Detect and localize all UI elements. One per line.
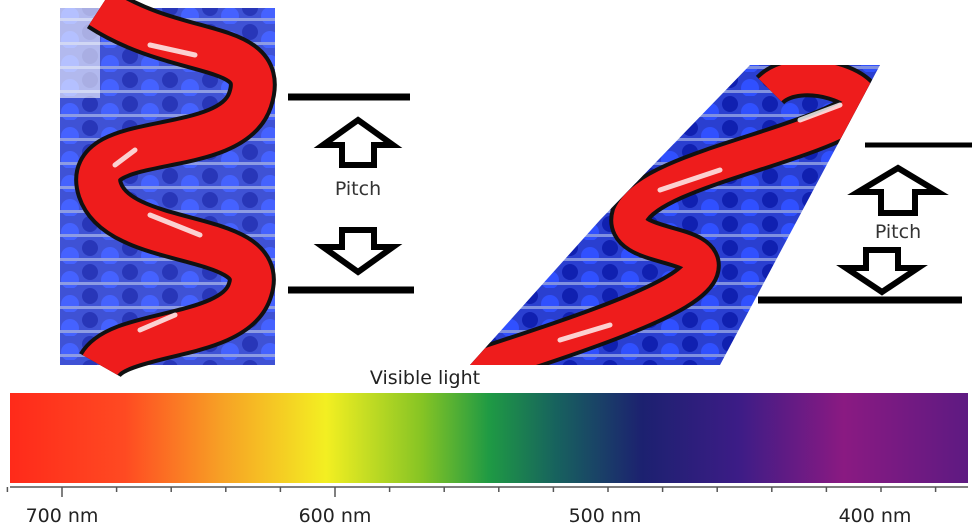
- diagram: Pitch Pitch Visible light 700 nm 600 nm 50…: [0, 0, 976, 528]
- left-helix: [60, 8, 275, 365]
- spectrum-axis: [7, 487, 968, 497]
- pitch-label: Pitch: [875, 221, 921, 243]
- spectrum-bar: [10, 393, 968, 483]
- wavelength-label: 400 nm: [839, 505, 912, 527]
- wavelength-label: 500 nm: [569, 505, 642, 527]
- right-helix: [470, 65, 880, 370]
- pitch-label: Pitch: [335, 178, 381, 200]
- spectrum-title: Visible light: [370, 367, 480, 389]
- wavelength-label: 600 nm: [299, 505, 372, 527]
- wavelength-label: 700 nm: [26, 505, 99, 527]
